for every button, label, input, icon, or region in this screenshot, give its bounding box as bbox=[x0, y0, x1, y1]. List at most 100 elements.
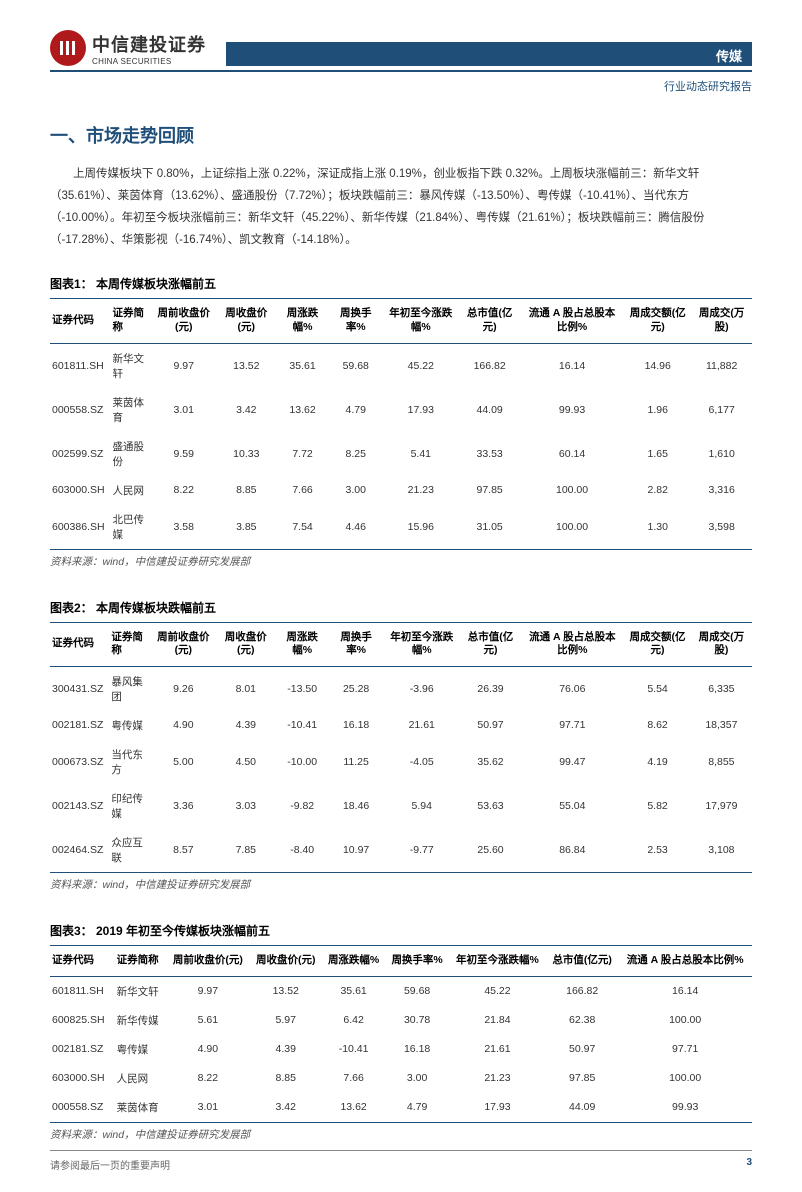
table-cell: 莱茵体育 bbox=[109, 388, 151, 432]
table-cell: 3.36 bbox=[150, 784, 217, 828]
table-cell: 11.25 bbox=[329, 740, 383, 784]
table-cell: -13.50 bbox=[275, 666, 329, 711]
column-header: 证券代码 bbox=[50, 622, 107, 666]
table2: 证券代码证券简称周前收盘价(元)周收盘价(元)周涨跌幅%周换手率%年初至今涨跌幅… bbox=[50, 622, 752, 873]
table1-source: 资料来源：wind，中信建投证券研究发展部 bbox=[50, 554, 752, 569]
column-header: 年初至今涨跌幅% bbox=[382, 299, 459, 343]
table-cell: 5.82 bbox=[624, 784, 691, 828]
table-cell: 4.39 bbox=[250, 1035, 322, 1064]
table-cell: 人民网 bbox=[113, 1064, 167, 1093]
table-cell: 3.01 bbox=[151, 388, 217, 432]
table-cell: 10.33 bbox=[217, 432, 276, 476]
table-cell: -4.05 bbox=[383, 740, 461, 784]
table-cell: 8.85 bbox=[250, 1064, 322, 1093]
column-header: 周成交(万股) bbox=[691, 299, 752, 343]
table-cell: 3,598 bbox=[691, 505, 752, 550]
table-row: 603000.SH人民网8.228.857.663.0021.2397.8510… bbox=[50, 476, 752, 505]
table-cell: 8.62 bbox=[624, 711, 691, 740]
table-cell: 21.23 bbox=[382, 476, 459, 505]
table-cell: 13.62 bbox=[276, 388, 329, 432]
column-header: 周前收盘价(元) bbox=[151, 299, 217, 343]
table-cell: 3,316 bbox=[691, 476, 752, 505]
table-cell: 8.22 bbox=[151, 476, 217, 505]
table-cell: 6.42 bbox=[322, 1006, 386, 1035]
table-cell: 5.97 bbox=[250, 1006, 322, 1035]
section-title: 一、市场走势回顾 bbox=[50, 122, 752, 148]
table-cell: 4.46 bbox=[329, 505, 382, 550]
table-cell: 166.82 bbox=[546, 976, 618, 1006]
column-header: 总市值(亿元) bbox=[459, 299, 520, 343]
table-cell: 7.66 bbox=[276, 476, 329, 505]
table-row: 002143.SZ印纪传媒3.363.03-9.8218.465.9453.63… bbox=[50, 784, 752, 828]
table-cell: 3.03 bbox=[217, 784, 275, 828]
table-cell: -9.82 bbox=[275, 784, 329, 828]
table-cell: 99.93 bbox=[520, 388, 624, 432]
footer: 请参阅最后一页的重要声明 3 bbox=[50, 1150, 752, 1172]
column-header: 周换手率% bbox=[385, 945, 449, 976]
table-row: 002464.SZ众应互联8.577.85-8.4010.97-9.7725.6… bbox=[50, 828, 752, 873]
table-cell: 62.38 bbox=[546, 1006, 618, 1035]
table-cell: 50.97 bbox=[546, 1035, 618, 1064]
column-header: 周收盘价(元) bbox=[217, 622, 275, 666]
table-cell: 17.93 bbox=[449, 1093, 546, 1123]
page-number: 3 bbox=[746, 1157, 752, 1172]
table-cell: 粤传媒 bbox=[107, 711, 150, 740]
table-cell: 众应互联 bbox=[107, 828, 150, 873]
table-cell: 4.50 bbox=[217, 740, 275, 784]
table-cell: 5.94 bbox=[383, 784, 461, 828]
table-cell: 601811.SH bbox=[50, 343, 109, 388]
table-cell: 6,335 bbox=[691, 666, 752, 711]
column-header: 年初至今涨跌幅% bbox=[449, 945, 546, 976]
category-bar: 传媒 bbox=[226, 42, 752, 66]
table-cell: 8.22 bbox=[166, 1064, 249, 1093]
table-cell: 45.22 bbox=[382, 343, 459, 388]
table-cell: 99.93 bbox=[618, 1093, 752, 1123]
table-cell: 莱茵体育 bbox=[113, 1093, 167, 1123]
table-cell: 002464.SZ bbox=[50, 828, 107, 873]
table-cell: 99.47 bbox=[520, 740, 624, 784]
intro-paragraph: 上周传媒板块下 0.80%，上证综指上涨 0.22%，深证成指上涨 0.19%，… bbox=[50, 164, 752, 251]
table-cell: 59.68 bbox=[385, 976, 449, 1006]
table-cell: 33.53 bbox=[459, 432, 520, 476]
table-cell: 1,610 bbox=[691, 432, 752, 476]
column-header: 周换手率% bbox=[329, 299, 382, 343]
table-cell: 16.18 bbox=[329, 711, 383, 740]
table-cell: 25.28 bbox=[329, 666, 383, 711]
table-row: 002181.SZ粤传媒4.904.39-10.4116.1821.6150.9… bbox=[50, 711, 752, 740]
table-cell: 002181.SZ bbox=[50, 711, 107, 740]
table-cell: 97.85 bbox=[459, 476, 520, 505]
table-cell: 35.61 bbox=[276, 343, 329, 388]
table-cell: 3.01 bbox=[166, 1093, 249, 1123]
table-cell: 5.54 bbox=[624, 666, 691, 711]
table-cell: 44.09 bbox=[459, 388, 520, 432]
table-cell: 601811.SH bbox=[50, 976, 113, 1006]
column-header: 流通 A 股占总股本比例% bbox=[618, 945, 752, 976]
table-cell: 25.60 bbox=[461, 828, 521, 873]
table-cell: 5.00 bbox=[150, 740, 217, 784]
table3-title: 图表3： 2019 年初至今传媒板块涨幅前五 bbox=[50, 922, 752, 939]
table-cell: 9.59 bbox=[151, 432, 217, 476]
table-cell: 21.84 bbox=[449, 1006, 546, 1035]
table3-source: 资料来源：wind，中信建投证券研究发展部 bbox=[50, 1127, 752, 1142]
table-cell: 8.57 bbox=[150, 828, 217, 873]
table-cell: 000673.SZ bbox=[50, 740, 107, 784]
company-name-en: CHINA SECURITIES bbox=[92, 57, 206, 66]
table-cell: 45.22 bbox=[449, 976, 546, 1006]
column-header: 周换手率% bbox=[329, 622, 383, 666]
table2-title: 图表2： 本周传媒板块跌幅前五 bbox=[50, 599, 752, 616]
table-cell: 002143.SZ bbox=[50, 784, 107, 828]
table-cell: 11,882 bbox=[691, 343, 752, 388]
table1-title: 图表1： 本周传媒板块涨幅前五 bbox=[50, 275, 752, 292]
table-cell: 4.19 bbox=[624, 740, 691, 784]
table-row: 601811.SH新华文轩9.9713.5235.6159.6845.22166… bbox=[50, 976, 752, 1006]
table-cell: 16.18 bbox=[385, 1035, 449, 1064]
table-cell: 5.61 bbox=[166, 1006, 249, 1035]
table-cell: 8.85 bbox=[217, 476, 276, 505]
report-type: 行业动态研究报告 bbox=[50, 70, 752, 94]
table-cell: 10.97 bbox=[329, 828, 383, 873]
table-cell: 13.52 bbox=[250, 976, 322, 1006]
column-header: 周收盘价(元) bbox=[217, 299, 276, 343]
table-cell: 4.90 bbox=[166, 1035, 249, 1064]
table-cell: 8.01 bbox=[217, 666, 275, 711]
table-row: 002599.SZ盛通股份9.5910.337.728.255.4133.536… bbox=[50, 432, 752, 476]
